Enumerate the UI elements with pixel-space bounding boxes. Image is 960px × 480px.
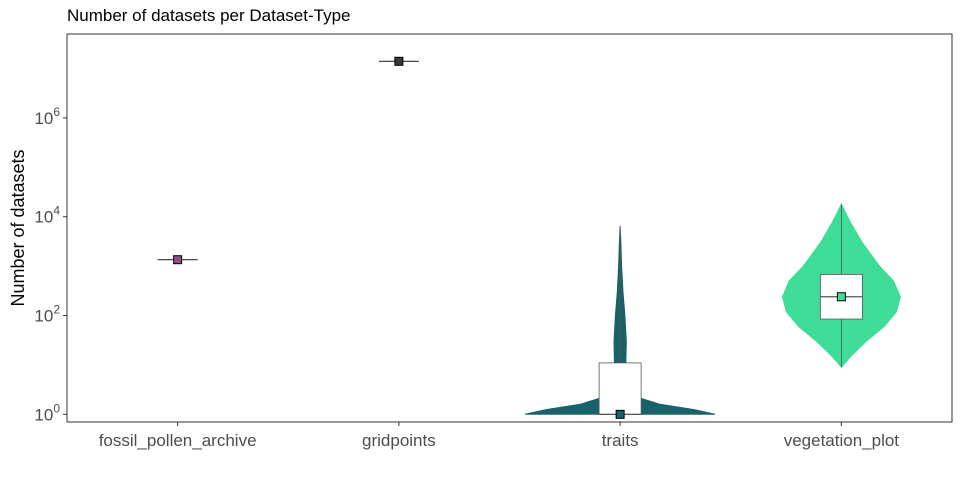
y-tick-label: 102	[34, 303, 60, 326]
box	[598, 362, 642, 415]
median-point	[173, 255, 183, 265]
median-point	[615, 409, 625, 419]
median-point	[394, 56, 404, 66]
x-tick-label: fossil_pollen_archive	[99, 431, 257, 450]
y-tick-label: 104	[34, 204, 60, 227]
y-axis-title: Number of datasets	[8, 149, 28, 306]
x-tick-label: gridpoints	[362, 431, 436, 450]
y-tick-label: 106	[34, 105, 60, 128]
plot-panel	[66, 33, 953, 423]
median-point	[836, 292, 846, 302]
y-tick-label: 100	[34, 401, 60, 424]
chart-title: Number of datasets per Dataset-Type	[67, 6, 351, 25]
x-tick-label: traits	[602, 431, 639, 450]
x-tick-label: vegetation_plot	[784, 431, 900, 450]
